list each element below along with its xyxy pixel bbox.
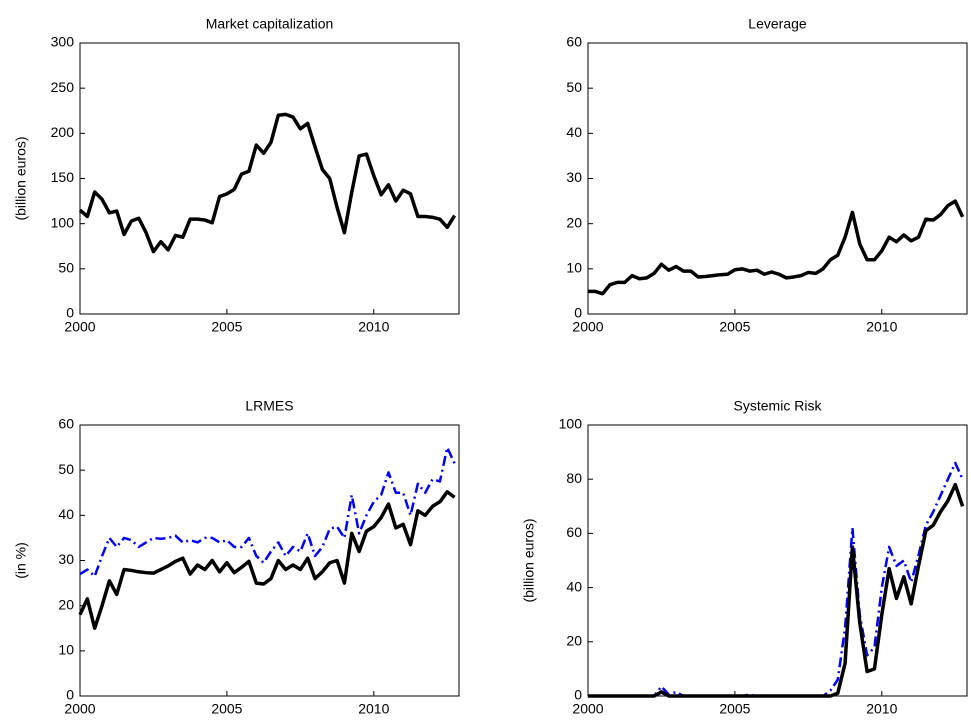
y-tick-label: 0 [574, 687, 582, 703]
y-tick-label: 40 [566, 124, 582, 140]
y-tick-label: 10 [566, 260, 582, 276]
y-tick-label: 100 [51, 214, 75, 230]
x-tick-label: 2010 [358, 701, 389, 717]
y-tick-label: 60 [58, 416, 74, 432]
y-axis-label: (in %) [13, 542, 29, 579]
y-tick-label: 0 [66, 305, 74, 321]
y-tick-label: 50 [566, 79, 582, 95]
y-axis-label: (billion euros) [521, 518, 537, 602]
x-tick-label: 2005 [719, 701, 750, 717]
y-tick-label: 0 [66, 687, 74, 703]
y-tick-label: 40 [58, 506, 74, 522]
x-tick-label: 2005 [719, 319, 750, 335]
y-tick-label: 100 [559, 416, 583, 432]
data-line [79, 446, 456, 578]
y-tick-label: 30 [58, 551, 74, 567]
x-tick-label: 2005 [211, 701, 242, 717]
y-axis-label: (billion euros) [13, 136, 29, 220]
y-tick-label: 10 [58, 642, 74, 658]
data-line [588, 461, 964, 698]
y-tick-label: 150 [51, 169, 75, 185]
chart-title: Market capitalization [206, 16, 334, 32]
y-tick-label: 60 [566, 524, 582, 540]
x-tick-label: 2010 [866, 701, 897, 717]
chart-title: Systemic Risk [734, 398, 823, 414]
data-line [78, 112, 457, 254]
chart-title: Leverage [748, 16, 807, 32]
data-line [588, 482, 965, 698]
x-tick-label: 2005 [211, 319, 242, 335]
x-tick-label: 2000 [572, 319, 603, 335]
chart-title: LRMES [245, 398, 293, 414]
y-tick-label: 50 [58, 260, 74, 276]
y-tick-label: 20 [566, 214, 582, 230]
data-line [78, 490, 456, 630]
plot-frame [79, 424, 460, 697]
y-tick-label: 20 [566, 633, 582, 649]
y-tick-label: 20 [58, 596, 74, 612]
y-tick-label: 30 [566, 169, 582, 185]
plot-frame [587, 424, 968, 697]
y-tick-label: 80 [566, 470, 582, 486]
x-tick-label: 2010 [358, 319, 389, 335]
plot-frame [79, 42, 460, 315]
y-tick-label: 200 [51, 124, 75, 140]
y-tick-label: 60 [566, 34, 582, 50]
y-tick-label: 300 [51, 34, 75, 50]
data-line [588, 199, 965, 296]
y-tick-label: 40 [566, 578, 582, 594]
x-tick-label: 2000 [64, 701, 95, 717]
y-tick-label: 0 [574, 305, 582, 321]
y-tick-label: 50 [58, 461, 74, 477]
x-tick-label: 2000 [572, 701, 603, 717]
y-tick-label: 250 [51, 79, 75, 95]
x-tick-label: 2000 [64, 319, 95, 335]
x-tick-label: 2010 [866, 319, 897, 335]
